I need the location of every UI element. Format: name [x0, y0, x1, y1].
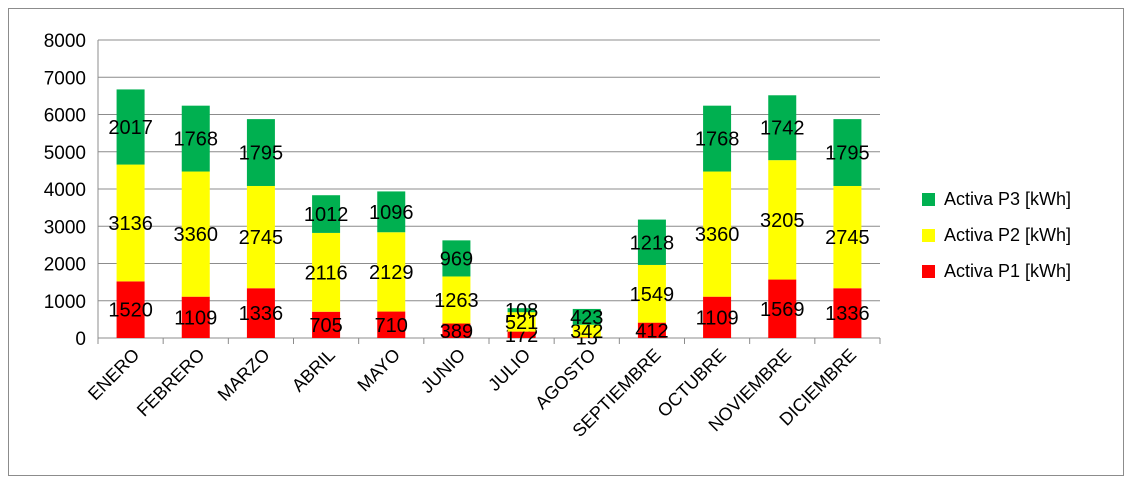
legend-entry: Activa P1 [kWh]: [944, 261, 1071, 281]
bar-segment: [246, 185, 275, 289]
data-label: 1520: [108, 300, 153, 322]
bar-segment: [181, 171, 210, 297]
data-label: 521: [505, 312, 538, 334]
data-label: 3205: [760, 210, 805, 232]
x-category-label: FEBRERO: [133, 345, 209, 421]
bar-segment: [768, 95, 797, 161]
data-label: 1795: [239, 143, 284, 165]
bar-segment: [442, 276, 471, 324]
data-label: 1569: [760, 299, 805, 321]
data-label: 1109: [174, 307, 217, 329]
data-label: 710: [375, 315, 408, 337]
data-label: 342: [570, 321, 603, 343]
x-category-label: ENERO: [84, 345, 143, 404]
x-category-label: JULIO: [484, 345, 534, 395]
bar-segment: [116, 164, 145, 282]
data-label: 3360: [174, 224, 219, 246]
data-label: 1263: [434, 290, 479, 312]
data-label: 1012: [304, 204, 349, 226]
bar-segment: [181, 296, 210, 338]
x-category-label: AGOSTO: [531, 345, 599, 413]
data-label: 1109: [696, 307, 739, 329]
bar-segment: [703, 105, 732, 172]
data-label: 3360: [695, 224, 740, 246]
y-tick-label: 5000: [44, 143, 86, 164]
bar-segment: [833, 288, 862, 338]
bar-segment: [116, 89, 145, 165]
bar-segment: [312, 232, 341, 312]
bar-segment: [377, 311, 406, 338]
data-label: 1336: [825, 303, 870, 325]
bar-segment: [637, 264, 666, 323]
bar-segment: [312, 195, 341, 233]
data-label: 412: [635, 320, 668, 342]
data-label: 423: [570, 307, 603, 329]
bar-segment: [246, 288, 275, 338]
bar-segment: [703, 171, 732, 297]
data-label: 1096: [369, 202, 414, 224]
y-tick-label: 1000: [44, 292, 86, 313]
x-category-label: JUNIO: [417, 345, 469, 397]
data-label: 2129: [369, 262, 414, 284]
data-label: 2017: [108, 117, 153, 139]
data-label: 1768: [695, 129, 740, 151]
bar-segment: [768, 279, 797, 338]
y-tick-label: 6000: [44, 106, 86, 127]
data-label: 1742: [760, 118, 805, 140]
bar-segment: [181, 105, 210, 172]
bar-segment: [637, 219, 666, 265]
data-label: 389: [440, 321, 473, 343]
y-tick-label: 3000: [44, 217, 86, 238]
data-label: 1768: [174, 129, 219, 151]
bar-segment: [507, 308, 536, 313]
data-label: 969: [440, 248, 473, 270]
data-label: 2745: [239, 227, 284, 249]
y-tick-label: 8000: [44, 31, 86, 52]
bar-segment: [377, 191, 406, 233]
bar-segment: [442, 323, 471, 338]
legend-swatch: [922, 229, 935, 242]
bar-segment: [572, 337, 601, 338]
bar-segment: [637, 322, 666, 338]
x-category-label: MAYO: [353, 345, 404, 396]
bar-segment: [833, 119, 862, 186]
data-label: 1795: [825, 143, 870, 165]
bar-segment: [833, 185, 862, 289]
bar-segment: [507, 331, 536, 338]
bar-segment: [572, 308, 601, 325]
bar-segment: [312, 311, 341, 338]
y-tick-label: 4000: [44, 180, 86, 201]
bar-segment: [703, 296, 732, 338]
y-tick-label: 7000: [44, 68, 86, 89]
data-label: 108: [505, 300, 538, 322]
x-category-label: ABRIL: [288, 345, 339, 396]
y-tick-label: 0: [75, 329, 86, 350]
data-label: 705: [309, 315, 342, 337]
data-label: 3136: [108, 213, 153, 235]
bar-segment: [768, 160, 797, 280]
data-label: 1336: [239, 303, 284, 325]
bar-segment: [377, 232, 406, 312]
legend-entry: Activa P3 [kWh]: [944, 189, 1071, 209]
data-label: 1549: [630, 284, 675, 306]
bar-segment: [442, 240, 471, 277]
legend-entry: Activa P2 [kWh]: [944, 225, 1071, 245]
legend-swatch: [922, 193, 935, 206]
data-label: 2745: [825, 227, 870, 249]
bar-segment: [507, 312, 536, 332]
legend-swatch: [922, 265, 935, 278]
bar-segment: [116, 281, 145, 338]
x-category-label: MARZO: [214, 345, 274, 405]
y-tick-label: 2000: [44, 255, 86, 276]
bar-segment: [572, 324, 601, 338]
data-label: 1218: [630, 232, 675, 254]
bar-segment: [246, 119, 275, 186]
data-label: 2116: [305, 262, 348, 284]
